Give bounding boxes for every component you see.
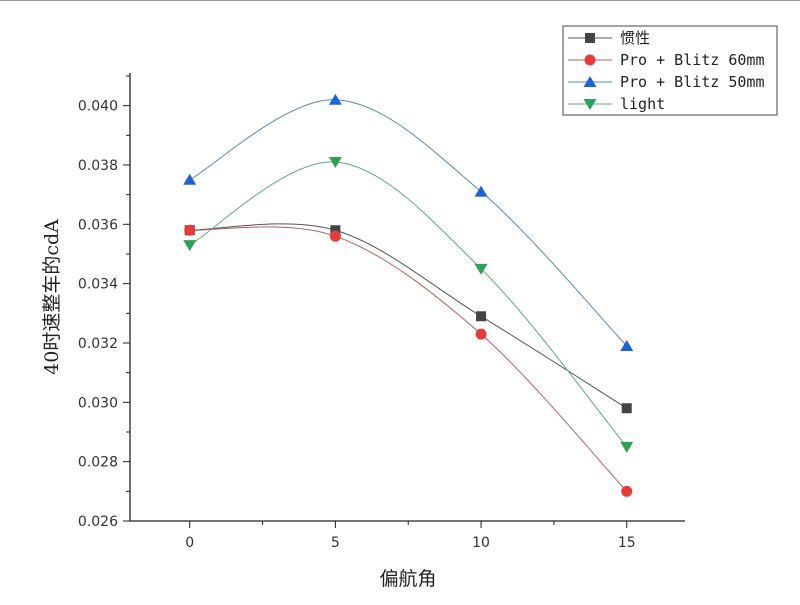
y-tick-label: 0.038 <box>78 158 118 174</box>
data-point-1 <box>621 485 633 497</box>
legend-marker <box>585 33 595 43</box>
legend-marker <box>583 76 597 87</box>
y-tick-label: 0.028 <box>78 455 118 471</box>
y-tick-label: 0.036 <box>78 217 118 233</box>
data-point-3 <box>328 157 342 169</box>
series-line-3 <box>189 161 628 448</box>
data-point-2 <box>328 93 342 105</box>
x-tick-label: 10 <box>472 535 490 551</box>
data-point-1 <box>475 328 487 340</box>
legend-box <box>562 25 778 116</box>
x-axis-label: 偏航角 <box>379 568 436 590</box>
data-point-0 <box>476 311 487 322</box>
y-tick-label: 0.040 <box>78 99 118 115</box>
series-line-0 <box>189 223 627 409</box>
y-tick-label: 0.030 <box>78 395 118 411</box>
data-point-3 <box>620 441 634 453</box>
series-lines <box>189 99 628 492</box>
x-tick-label: 0 <box>185 535 194 551</box>
data-point-1 <box>184 224 196 236</box>
data-point-0 <box>621 403 632 414</box>
y-tick-label: 0.034 <box>78 277 118 293</box>
series-line-2 <box>189 99 628 347</box>
series-line-1 <box>189 226 628 492</box>
y-tick-label: 0.032 <box>78 336 118 352</box>
legend: 惯性 Pro + Blitz 60mm Pro + Blitz 50mm light <box>562 25 778 116</box>
data-point-1 <box>329 230 341 242</box>
legend-label: 惯性 <box>620 29 650 47</box>
y-axis-label: 40时速整车的cdA <box>41 219 63 375</box>
y-tick-label: 0.026 <box>78 514 118 530</box>
axes: 0.026 0.028 0.030 0.032 0.034 0.036 0.038 0.040… <box>78 73 685 551</box>
data-point-2 <box>620 339 634 351</box>
legend-marker <box>584 54 596 66</box>
x-tick-label: 15 <box>618 535 636 551</box>
legend-label: light <box>620 95 665 113</box>
data-point-3 <box>474 263 488 275</box>
legend-label: Pro + Blitz 50mm <box>620 73 765 91</box>
data-point-3 <box>183 240 197 252</box>
data-point-0 <box>330 225 341 236</box>
data-point-2 <box>474 185 488 197</box>
legend-marker <box>583 99 597 110</box>
series-markers <box>183 93 634 497</box>
data-point-2 <box>183 173 197 185</box>
x-tick-label: 5 <box>331 535 340 551</box>
legend-label: Pro + Blitz 60mm <box>620 51 765 69</box>
